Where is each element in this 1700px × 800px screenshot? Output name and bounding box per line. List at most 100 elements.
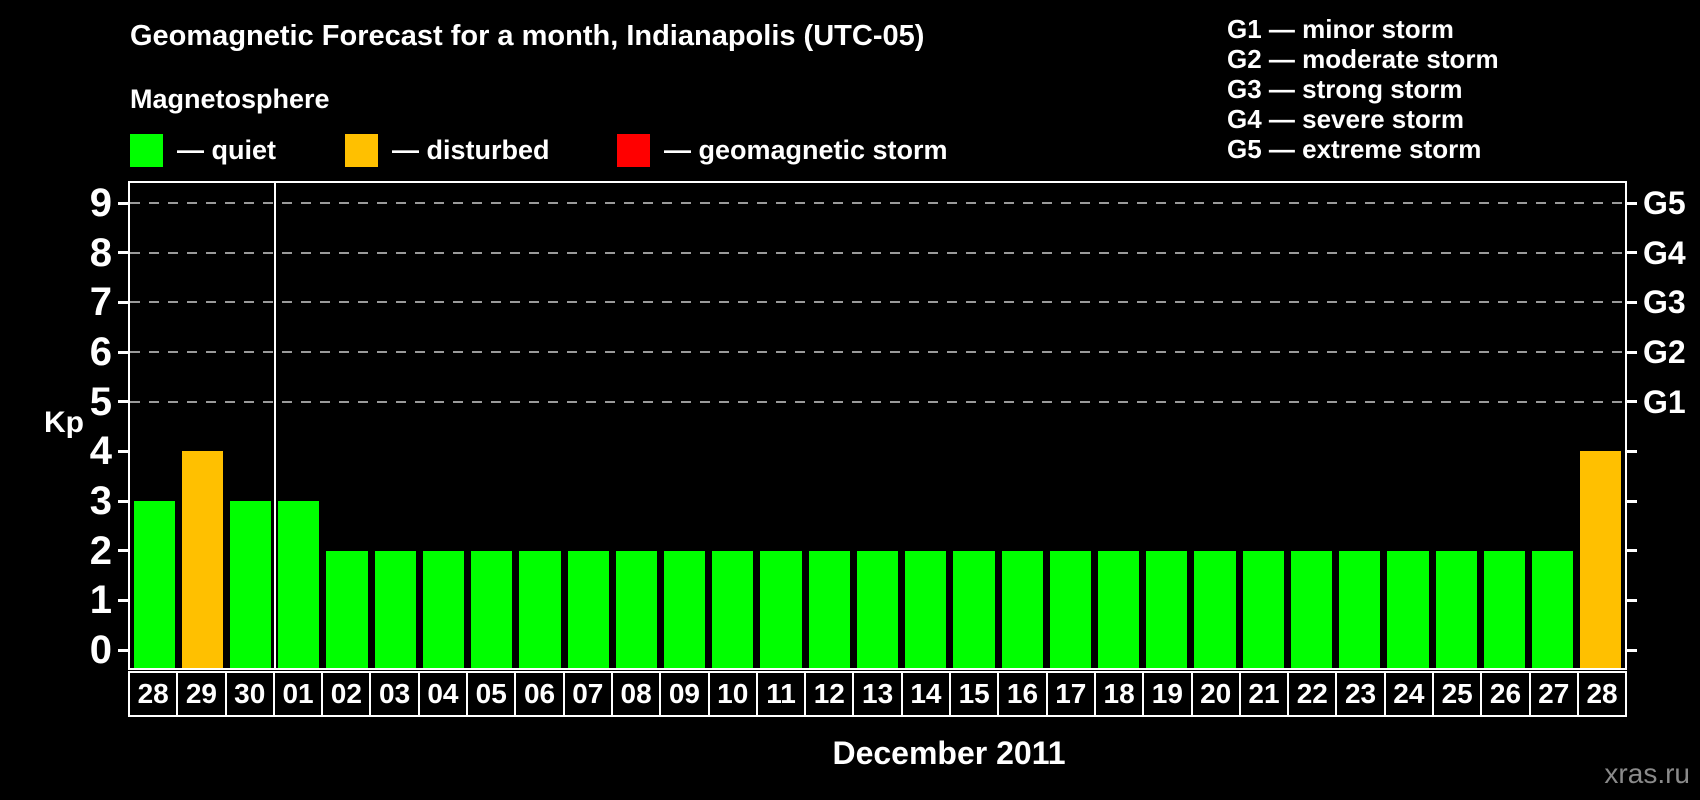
bar-day-07 bbox=[567, 550, 609, 668]
day-label-21: 19 bbox=[1144, 673, 1193, 715]
day-label-1: 29 bbox=[178, 673, 227, 715]
day-label-30: 28 bbox=[1586, 678, 1618, 709]
y-axis-tick-left bbox=[118, 449, 128, 453]
bar-day-02 bbox=[326, 550, 368, 668]
y-axis-tick-left bbox=[118, 300, 128, 304]
day-label-2: 30 bbox=[227, 673, 275, 715]
watermark: xras.ru bbox=[1604, 758, 1690, 789]
g-scale-label-g5: G5 bbox=[1643, 185, 1686, 221]
bar-day-24 bbox=[1387, 550, 1429, 668]
bar-day-04 bbox=[422, 550, 465, 668]
day-label-22: 20 bbox=[1193, 673, 1241, 715]
g-scale-label-g3: G3 bbox=[1643, 284, 1686, 321]
y-axis-tick-left bbox=[118, 598, 128, 602]
legend-item-storm: — geomagnetic storm bbox=[617, 134, 948, 167]
bar-day-17 bbox=[1049, 550, 1091, 668]
y-axis-tick-left bbox=[118, 350, 128, 354]
chart-subtitle: Magnetosphere bbox=[130, 84, 330, 114]
gridline-kp8 bbox=[130, 251, 1625, 254]
g-legend-item-5: G5 — extreme storm bbox=[1227, 134, 1482, 164]
y-axis-tick-right bbox=[1627, 648, 1637, 652]
day-label-13: 11 bbox=[758, 673, 807, 715]
gridline-kp5 bbox=[130, 400, 1625, 403]
day-label-27: 25 bbox=[1434, 673, 1483, 715]
day-label-12: 10 bbox=[710, 673, 758, 715]
y-tick-label-6: 6 bbox=[89, 330, 112, 374]
day-label-18: 16 bbox=[999, 673, 1048, 715]
bar-day-05 bbox=[471, 550, 513, 668]
g-legend: G1 — minor storm G2 — moderate storm G3 — … bbox=[1227, 14, 1499, 164]
day-label-10: 08 bbox=[613, 673, 662, 715]
storm-color-swatch bbox=[617, 134, 650, 167]
bar-day-29 bbox=[181, 451, 223, 668]
bar-day-20 bbox=[1194, 550, 1236, 668]
legend-item-quiet: — quiet bbox=[130, 134, 276, 167]
y-axis-tick-right bbox=[1627, 350, 1637, 354]
day-label-15: 13 bbox=[854, 673, 903, 715]
bar-day-06 bbox=[519, 550, 561, 668]
y-tick-label-8: 8 bbox=[89, 230, 112, 275]
day-label-24: 22 bbox=[1289, 673, 1338, 715]
bar-day-26 bbox=[1483, 550, 1526, 668]
y-axis-tick-right bbox=[1627, 400, 1637, 404]
bar-day-09 bbox=[663, 550, 706, 668]
y-axis-tick-right bbox=[1627, 549, 1637, 553]
bar-day-15 bbox=[953, 550, 995, 668]
day-label-26: 24 bbox=[1386, 673, 1435, 715]
y-tick-label-0: 0 bbox=[89, 628, 112, 672]
g-legend-item-1: G1 — minor storm bbox=[1227, 14, 1454, 44]
bar-day-28 bbox=[133, 501, 175, 668]
day-label-9: 07 bbox=[565, 673, 613, 715]
bar-day-30 bbox=[229, 501, 272, 668]
bar-day-18 bbox=[1098, 550, 1140, 668]
day-label-3: 01 bbox=[275, 673, 324, 715]
day-label-28: 26 bbox=[1482, 673, 1531, 715]
bar-day-27 bbox=[1532, 550, 1574, 668]
y-axis-tick-right bbox=[1627, 300, 1637, 304]
day-label-6: 04 bbox=[420, 673, 469, 715]
bar-day-16 bbox=[1001, 550, 1043, 668]
g-legend-item-4: G4 — severe storm bbox=[1227, 104, 1465, 134]
day-label-0: 28 bbox=[130, 673, 179, 715]
day-label-7: 05 bbox=[468, 673, 517, 715]
g-scale-label-g2: G2 bbox=[1643, 334, 1686, 370]
day-label-19: 17 bbox=[1048, 673, 1096, 715]
day-label-29: 27 bbox=[1531, 673, 1579, 715]
bar-day-01 bbox=[278, 501, 320, 668]
bar-day-14 bbox=[905, 550, 947, 668]
bar-day-11 bbox=[760, 550, 802, 668]
legend-label-disturbed: — disturbed bbox=[392, 135, 550, 165]
day-label-25: 23 bbox=[1337, 673, 1386, 715]
day-label-11: 09 bbox=[661, 673, 710, 715]
y-tick-label-3: 3 bbox=[89, 479, 112, 523]
bar-day-21 bbox=[1242, 550, 1284, 668]
legend-label-storm: — geomagnetic storm bbox=[664, 135, 948, 165]
g-scale-label-g1: G1 bbox=[1643, 383, 1686, 420]
month-boundary-line bbox=[273, 183, 276, 668]
y-axis-tick-right bbox=[1627, 201, 1637, 205]
y-tick-label-7: 7 bbox=[89, 280, 112, 325]
bar-day-22 bbox=[1290, 550, 1333, 668]
day-label-23: 21 bbox=[1241, 673, 1290, 715]
y-tick-label-9: 9 bbox=[89, 181, 112, 225]
day-label-5: 03 bbox=[371, 673, 420, 715]
y-axis-tick-left bbox=[118, 400, 128, 404]
day-label-16: 14 bbox=[903, 673, 952, 715]
legend-item-disturbed: — disturbed bbox=[345, 134, 550, 167]
g-legend-item-2: G2 — moderate storm bbox=[1227, 44, 1499, 74]
y-tick-label-1: 1 bbox=[89, 578, 112, 623]
bar-day-28 bbox=[1580, 451, 1622, 668]
day-label-17: 15 bbox=[951, 673, 1000, 715]
gridline-kp7 bbox=[130, 301, 1625, 304]
day-label-8: 06 bbox=[516, 673, 565, 715]
g-scale-label-g4: G4 bbox=[1643, 234, 1686, 271]
gridline-kp9 bbox=[130, 202, 1625, 204]
bar-day-10 bbox=[712, 550, 754, 668]
quiet-color-swatch bbox=[130, 134, 163, 167]
y-axis-tick-left bbox=[118, 251, 128, 255]
y-axis-title: Kp bbox=[44, 406, 84, 439]
day-label-4: 02 bbox=[323, 673, 372, 715]
x-axis-row: 28 29 30 01 02 03 04 05 06 07 08 09 10 11 12 13 14 15 16 17… bbox=[128, 671, 1627, 717]
y-tick-label-4: 4 bbox=[89, 429, 112, 474]
